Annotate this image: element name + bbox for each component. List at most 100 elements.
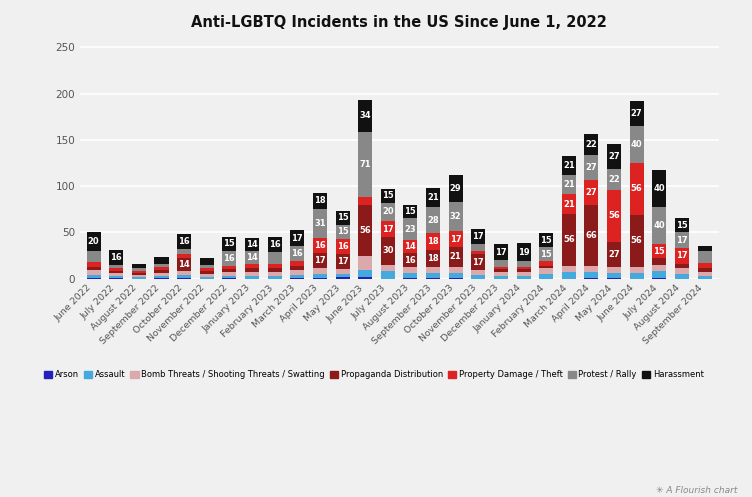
Bar: [358, 132, 372, 197]
Bar: [494, 276, 508, 278]
Bar: [154, 257, 168, 264]
Bar: [335, 277, 350, 278]
Text: 17: 17: [382, 225, 393, 234]
Bar: [177, 249, 191, 253]
Text: 21: 21: [563, 161, 575, 170]
Bar: [675, 232, 689, 248]
Bar: [449, 202, 462, 232]
Text: 40: 40: [653, 184, 665, 193]
Bar: [584, 155, 599, 179]
Text: 23: 23: [405, 225, 416, 234]
Bar: [109, 265, 123, 268]
Bar: [335, 225, 350, 239]
Text: 15: 15: [653, 247, 666, 256]
Bar: [381, 221, 395, 237]
Text: 16: 16: [291, 249, 303, 258]
Bar: [335, 239, 350, 253]
Bar: [381, 189, 395, 203]
Text: 21: 21: [427, 193, 439, 202]
Text: 15: 15: [223, 240, 235, 248]
Bar: [268, 272, 282, 276]
Bar: [200, 277, 214, 278]
Bar: [403, 240, 417, 252]
Bar: [652, 207, 666, 245]
Text: 14: 14: [178, 260, 190, 269]
Bar: [177, 253, 191, 258]
Bar: [584, 205, 599, 265]
Text: 31: 31: [314, 219, 326, 228]
Text: 56: 56: [631, 184, 642, 193]
Bar: [154, 267, 168, 270]
Bar: [290, 270, 305, 275]
Bar: [109, 268, 123, 271]
Bar: [449, 273, 462, 278]
Bar: [290, 265, 305, 270]
Bar: [268, 237, 282, 251]
Bar: [539, 268, 553, 274]
Bar: [517, 276, 531, 278]
Bar: [381, 237, 395, 265]
Bar: [223, 272, 236, 276]
Bar: [200, 265, 214, 268]
Text: 17: 17: [472, 232, 484, 241]
Bar: [449, 232, 462, 247]
Text: 17: 17: [472, 258, 484, 267]
Bar: [86, 251, 101, 262]
Text: 17: 17: [314, 256, 326, 265]
Bar: [381, 271, 395, 278]
Text: 16: 16: [405, 255, 417, 264]
Bar: [472, 254, 485, 270]
Bar: [132, 273, 146, 275]
Bar: [109, 271, 123, 273]
Bar: [268, 251, 282, 264]
Bar: [154, 273, 168, 276]
Bar: [494, 260, 508, 266]
Text: 16: 16: [268, 240, 280, 249]
Bar: [607, 145, 621, 169]
Bar: [629, 266, 644, 273]
Bar: [245, 272, 259, 276]
Bar: [472, 275, 485, 278]
Bar: [607, 242, 621, 266]
Bar: [403, 267, 417, 273]
Bar: [562, 272, 576, 278]
Bar: [449, 247, 462, 266]
Bar: [675, 274, 689, 278]
Bar: [698, 246, 711, 251]
Bar: [223, 237, 236, 251]
Bar: [562, 194, 576, 214]
Text: 17: 17: [450, 235, 462, 244]
Bar: [268, 264, 282, 268]
Text: 17: 17: [676, 236, 688, 245]
Bar: [403, 218, 417, 240]
Text: 27: 27: [608, 153, 620, 162]
Bar: [652, 265, 666, 271]
Text: 28: 28: [427, 216, 439, 225]
Bar: [403, 273, 417, 278]
Text: 15: 15: [676, 221, 688, 230]
Bar: [652, 170, 666, 207]
Bar: [335, 211, 350, 225]
Bar: [335, 269, 350, 274]
Text: 66: 66: [586, 231, 597, 240]
Text: 21: 21: [563, 200, 575, 209]
Text: 27: 27: [586, 163, 597, 171]
Bar: [109, 250, 123, 265]
Bar: [381, 203, 395, 221]
Bar: [358, 256, 372, 270]
Bar: [698, 276, 711, 278]
Bar: [539, 265, 553, 268]
Bar: [245, 276, 259, 278]
Bar: [698, 268, 711, 272]
Bar: [358, 205, 372, 256]
Bar: [358, 197, 372, 205]
Text: 14: 14: [405, 242, 417, 250]
Bar: [652, 258, 666, 265]
Bar: [154, 276, 168, 278]
Text: 56: 56: [359, 226, 371, 235]
Bar: [86, 275, 101, 278]
Bar: [86, 266, 101, 270]
Bar: [539, 274, 553, 278]
Bar: [675, 264, 689, 268]
Text: 40: 40: [653, 221, 665, 230]
